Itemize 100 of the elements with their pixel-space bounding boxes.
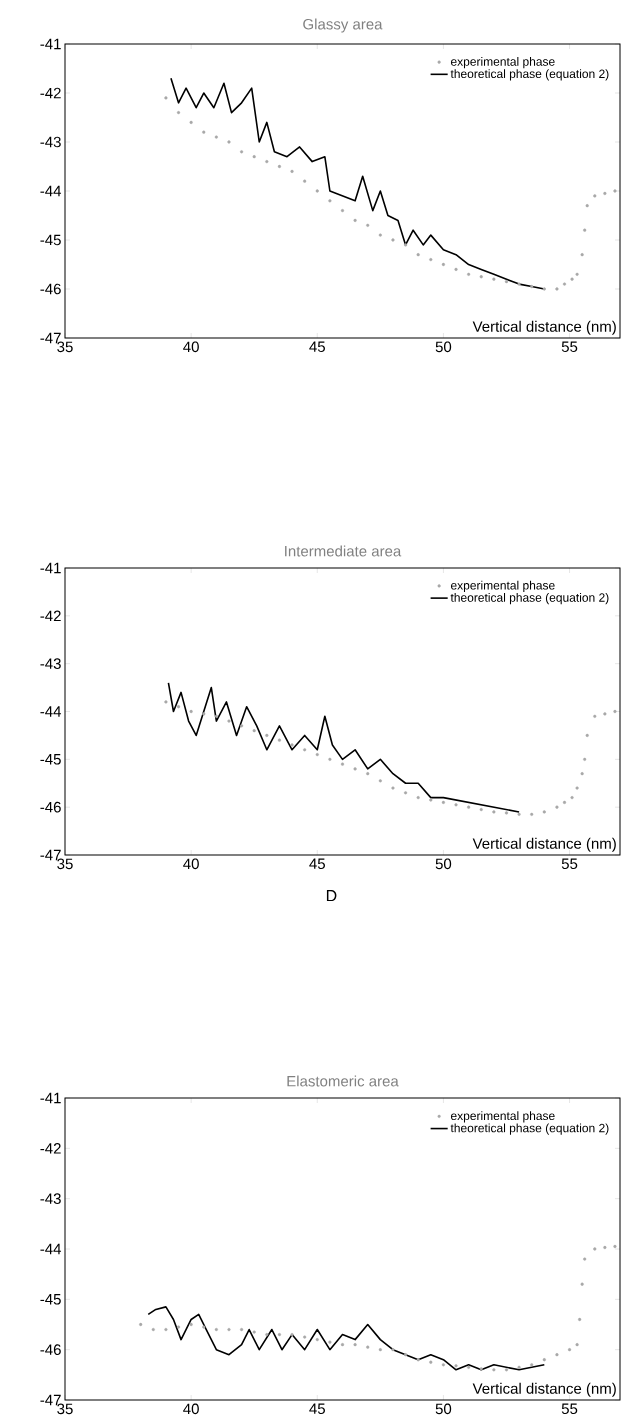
point	[239, 1327, 244, 1332]
point	[479, 1367, 483, 1371]
point	[578, 1317, 582, 1322]
point	[416, 1358, 420, 1362]
point	[479, 275, 483, 279]
point	[504, 811, 509, 815]
chart-title: Glassy area	[303, 18, 383, 33]
point	[504, 280, 509, 284]
point	[441, 800, 446, 804]
legend-label: theoretical phase (equation 2)	[450, 69, 609, 81]
point	[340, 1343, 345, 1347]
point	[583, 757, 587, 761]
x-tick-label: 45	[309, 858, 325, 869]
point	[583, 228, 587, 232]
point	[378, 1348, 382, 1352]
legend-label: experimental phase	[450, 580, 555, 593]
point	[265, 1332, 269, 1337]
point	[555, 287, 559, 291]
x-tick-label: 50	[435, 341, 452, 353]
point	[441, 1363, 446, 1367]
legend-label: theoretical phase (equation 2)	[450, 593, 609, 605]
point	[353, 767, 357, 771]
point	[467, 1365, 471, 1369]
x-tick-label: 55	[561, 858, 578, 869]
point	[580, 772, 584, 776]
point	[603, 191, 607, 196]
y-tick-label: -46	[40, 1344, 61, 1355]
x-tick-label: 40	[183, 858, 199, 870]
point	[290, 169, 294, 174]
chart-title: Elastomeric area	[287, 1075, 399, 1087]
point	[176, 111, 181, 115]
x-tick-label: 55	[561, 1403, 578, 1415]
point	[227, 719, 231, 723]
point	[517, 282, 521, 286]
point	[429, 1360, 433, 1364]
point	[176, 705, 181, 709]
y-tick-label: -43	[40, 1193, 61, 1204]
point	[290, 1332, 294, 1337]
point	[555, 805, 559, 809]
point	[429, 258, 433, 262]
y-tick-label: -43	[40, 136, 61, 148]
point	[315, 189, 319, 193]
point	[454, 1364, 458, 1368]
y-tick-label: -45	[40, 1294, 61, 1305]
x-tick-label: 55	[561, 341, 578, 352]
y-tick-label: -41	[40, 38, 61, 50]
point	[567, 1348, 572, 1352]
point	[353, 1343, 357, 1347]
point	[580, 1282, 584, 1286]
point	[403, 1353, 408, 1357]
point	[585, 204, 589, 208]
point	[227, 140, 231, 144]
point	[340, 209, 345, 213]
x-axis-title: Vertical distance (nm)	[472, 320, 616, 335]
point	[454, 803, 458, 807]
point	[542, 287, 546, 291]
point	[467, 272, 471, 276]
point	[530, 812, 534, 816]
point	[391, 1348, 395, 1352]
point	[441, 262, 446, 267]
point	[189, 120, 193, 125]
y-tick-label: -41	[40, 1092, 61, 1104]
point	[492, 277, 496, 281]
y-tick-label: -45	[40, 234, 61, 246]
point	[416, 253, 420, 257]
point	[575, 272, 579, 276]
point	[265, 733, 269, 738]
point	[580, 253, 584, 257]
point	[593, 1247, 597, 1251]
point	[151, 1327, 155, 1332]
point	[542, 810, 546, 814]
point	[593, 714, 597, 718]
point	[315, 1338, 319, 1342]
x-tick-label: 40	[183, 341, 199, 353]
point	[593, 194, 597, 198]
point	[403, 243, 408, 247]
point	[176, 1325, 181, 1329]
point	[504, 1368, 509, 1372]
text: D	[326, 890, 337, 902]
point	[277, 1332, 282, 1337]
legend-label: theoretical phase (equation 2)	[450, 1123, 609, 1135]
point	[189, 709, 193, 714]
point	[366, 1345, 370, 1349]
point	[353, 218, 357, 223]
point	[328, 757, 332, 761]
point	[239, 724, 244, 728]
x-axis-title: Vertical distance (nm)	[472, 1382, 616, 1397]
point	[585, 733, 589, 738]
point	[340, 762, 345, 766]
point	[265, 160, 269, 164]
point	[277, 738, 282, 742]
point	[603, 1245, 607, 1250]
point	[164, 96, 168, 100]
y-tick-label: -46	[40, 801, 61, 813]
point	[378, 233, 382, 237]
y-tick-label: -41	[40, 562, 61, 574]
point	[530, 1363, 534, 1367]
point	[479, 807, 483, 812]
point	[416, 796, 420, 800]
point	[303, 748, 307, 752]
